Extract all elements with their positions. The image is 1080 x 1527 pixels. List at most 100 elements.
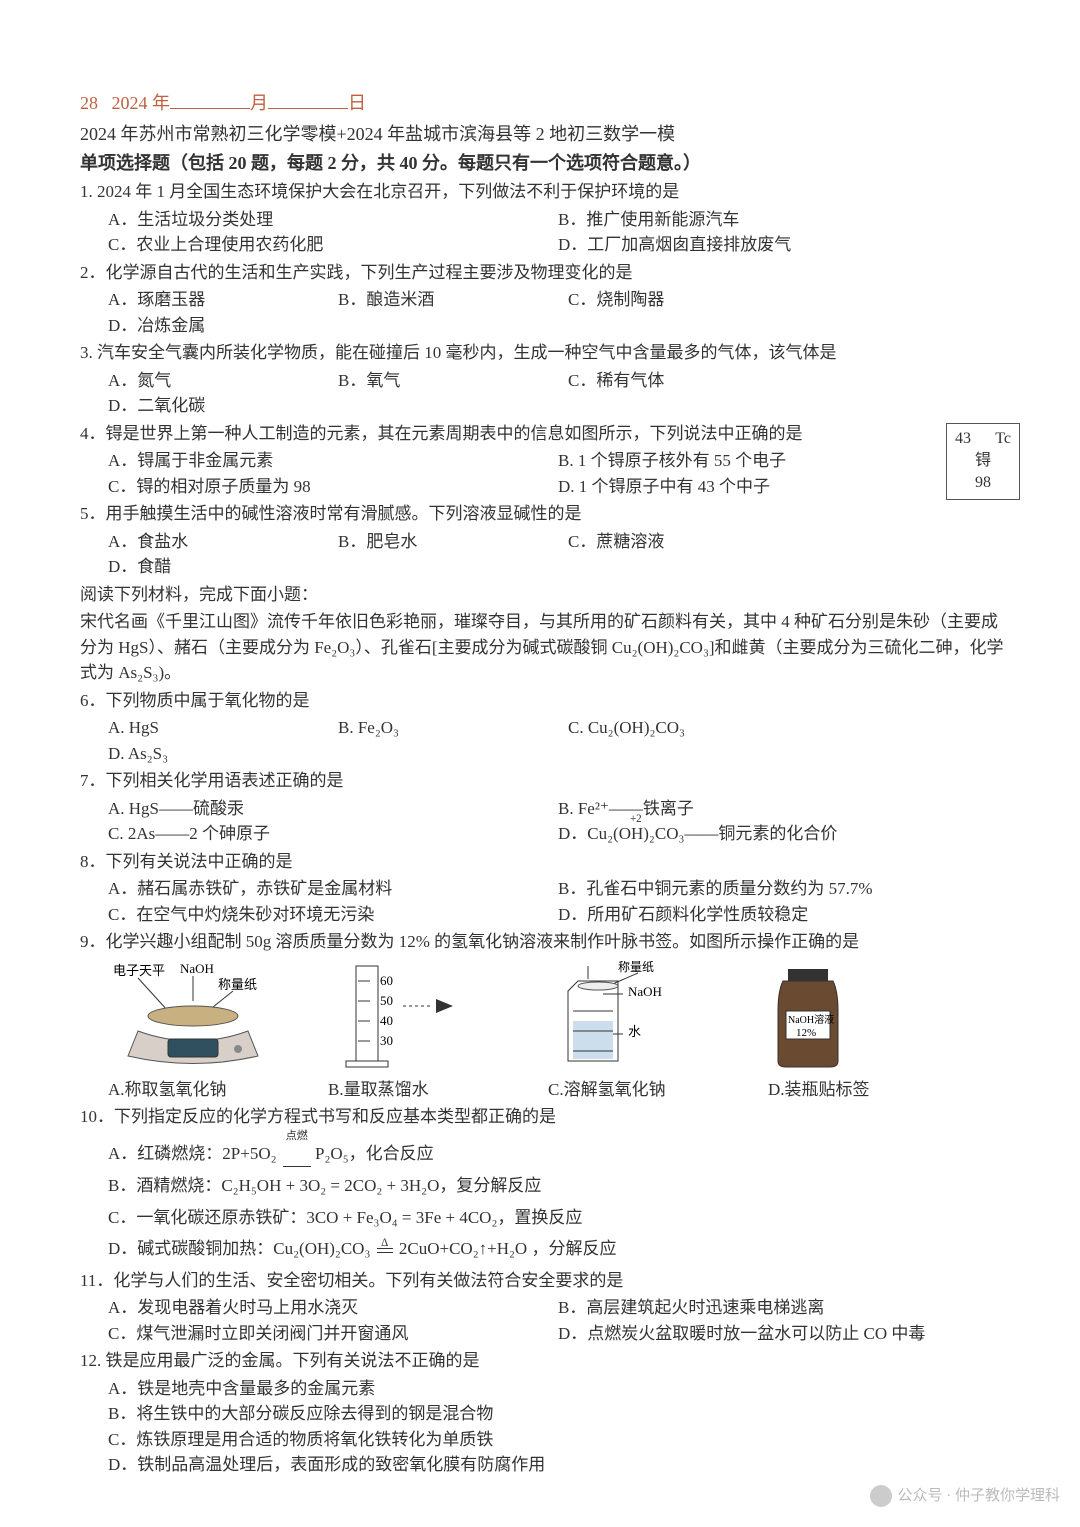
q6-A: A. HgS xyxy=(108,715,328,741)
q10-A-l: 2P+5O₂ xyxy=(222,1144,276,1163)
q10-stem: 10．下列指定反应的化学方程式书写和反应基本类型都正确的是 xyxy=(80,1104,1010,1130)
q8-A: A．赭石属赤铁矿，赤铁矿是金属材料 xyxy=(108,876,548,902)
q7-D-mark: +2 xyxy=(587,811,684,828)
q10-A-cond: 点燃 xyxy=(283,1128,311,1145)
exam-title: 2024 年苏州市常熟初三化学零模+2024 年盐城市滨海县等 2 地初三数学一… xyxy=(80,121,1010,148)
q7-options: A. HgS——硫酸汞 B. Fe²⁺——铁离子 C. 2As——2 个砷原子 … xyxy=(108,796,1010,847)
q8-D: D．所用矿石颜料化学性质较稳定 xyxy=(558,902,998,928)
q1-A: A．生活垃圾分类处理 xyxy=(108,207,548,233)
q5-B: B．肥皂水 xyxy=(338,529,558,555)
q7-D-post: ——铜元素的化合价 xyxy=(684,824,837,843)
q12-C: C．炼铁原理是用合适的物质将氧化铁转化为单质铁 xyxy=(108,1427,1010,1453)
q9-cap-D: D.装瓶贴标签 xyxy=(768,1077,948,1103)
q9-figures: 电子天平 称量纸 NaOH 60 50 40 30 称量纸 NaOH xyxy=(108,961,1010,1075)
fig-bottle: NaOH溶液 12% xyxy=(738,961,878,1075)
q4-B: B. 1 个锝原子核外有 55 个电子 xyxy=(558,448,998,474)
q2-A: A．琢磨玉器 xyxy=(108,287,328,313)
q9-cap-B: B.量取蒸馏水 xyxy=(328,1077,508,1103)
svg-text:30: 30 xyxy=(380,1033,393,1048)
q1-B: B．推广使用新能源汽车 xyxy=(558,207,998,233)
q11-B: B．高层建筑起火时迅速乘电梯逃离 xyxy=(558,1295,998,1321)
q8-C: C．在空气中灼烧朱砂对环境无污染 xyxy=(108,902,548,928)
q3-D: D．二氧化碳 xyxy=(108,393,328,419)
q3-A: A．氮气 xyxy=(108,368,328,394)
watermark-text: 公众号 · 仲子教你学理科 xyxy=(898,1485,1061,1508)
q5-C: C．蔗糖溶液 xyxy=(568,529,788,555)
q6-options: A. HgS B. Fe₂O₃ C. Cu₂(OH)₂CO₃ D. As₂S₃ xyxy=(108,715,1010,766)
q5-stem: 5．用手触摸生活中的碱性溶液时常有滑腻感。下列溶液显碱性的是 xyxy=(80,501,1010,527)
q12-stem: 12. 铁是应用最广泛的金属。下列有关说法不正确的是 xyxy=(80,1348,1010,1374)
page-num: 28 xyxy=(80,93,98,113)
q10-D-pre: D．碱式碳酸铜加热：Cu₂(OH)₂CO₃ xyxy=(108,1239,370,1258)
balance-naoh: NaOH xyxy=(180,961,214,976)
q12-A: A．铁是地壳中含量最多的金属元素 xyxy=(108,1376,1010,1402)
q4-D: D. 1 个锝原子中有 43 个中子 xyxy=(558,474,998,500)
q11-A: A．发现电器着火时马上用水浇灭 xyxy=(108,1295,548,1321)
q1-C: C．农业上合理使用农药化肥 xyxy=(108,232,548,258)
q1-stem: 1. 2024 年 1 月全国生态环境保护大会在北京召开，下列做法不利于保护环境… xyxy=(80,179,1010,205)
svg-text:12%: 12% xyxy=(796,1027,816,1039)
q10-D: D．碱式碳酸铜加热：Cu₂(OH)₂CO₃ Δ 2CuO+CO₂↑+H₂O ，分… xyxy=(108,1236,1010,1262)
q11-stem: 11．化学与人们的生活、安全密切相关。下列有关做法符合安全要求的是 xyxy=(80,1268,1010,1294)
q7-D: D．+2Cu₂(OH)₂CO₃——铜元素的化合价 xyxy=(558,821,998,847)
svg-text:40: 40 xyxy=(380,1013,393,1028)
q10-A-pre: A．红磷燃烧： xyxy=(108,1144,222,1163)
q7-C: C. 2As——2 个砷原子 xyxy=(108,821,548,847)
q11-options: A．发现电器着火时马上用水浇灭 B．高层建筑起火时迅速乘电梯逃离 C．煤气泄漏时… xyxy=(108,1295,1010,1346)
q5-A: A．食盐水 xyxy=(108,529,328,555)
q6-D: D. As₂S₃ xyxy=(108,741,328,767)
fig-cylinder: 60 50 40 30 xyxy=(318,961,488,1075)
q3-stem: 3. 汽车安全气囊内所装化学物质，能在碰撞后 10 毫秒内，生成一种空气中含量最… xyxy=(80,340,1010,366)
svg-text:60: 60 xyxy=(380,973,393,988)
date-header: 28 2024 年 月 日 xyxy=(80,90,1010,117)
q10-B: B．酒精燃烧：C₂H₅OH + 3O₂ = 2CO₂ + 3H₂O，复分解反应 xyxy=(108,1173,1010,1199)
q2-B: B．酿造米酒 xyxy=(338,287,558,313)
q4-stem: 4．锝是世界上第一种人工制造的元素，其在元素周期表中的信息如图所示，下列说法中正… xyxy=(80,421,1010,447)
q4-options: A．锝属于非金属元素 B. 1 个锝原子核外有 55 个电子 C．锝的相对原子质… xyxy=(108,448,1010,499)
q2-stem: 2．化学源自古代的生活和生产实践，下列生产过程主要涉及物理变化的是 xyxy=(80,260,1010,286)
q10-D-r: 2CuO+CO₂↑+H₂O ，分解反应 xyxy=(399,1239,617,1258)
q12-B: B．将生铁中的大部分碳反应除去得到的钢是混合物 xyxy=(108,1401,1010,1427)
q11-C: C．煤气泄漏时立即关闭阀门并开窗通风 xyxy=(108,1321,548,1347)
element-tile: 43 Tc 锝 98 xyxy=(946,423,1020,500)
q12-D: D．铁制品高温处理后，表面形成的致密氧化膜有防腐作用 xyxy=(108,1452,1010,1478)
q10-D-cond: Δ xyxy=(377,1235,393,1252)
q8-stem: 8．下列有关说法中正确的是 xyxy=(80,849,1010,875)
q2-C: C．烧制陶器 xyxy=(568,287,788,313)
q4-C: C．锝的相对原子质量为 98 xyxy=(108,474,548,500)
tile-num: 43 xyxy=(955,428,971,450)
passage-intro: 阅读下列材料，完成下面小题： xyxy=(80,582,1010,608)
q10-A: A．红磷燃烧：2P+5O₂ 点燃 == == P₂O₅，化合反应 xyxy=(108,1136,1010,1168)
q3-options: A．氮气 B．氧气 C．稀有气体 D．二氧化碳 xyxy=(108,368,1010,419)
tile-name: 锝 xyxy=(955,450,1011,472)
q6-stem: 6．下列物质中属于氧化物的是 xyxy=(80,688,1010,714)
q10-A-r: P₂O₅，化合反应 xyxy=(315,1144,434,1163)
q1-D: D．工厂加高烟囱直接排放废气 xyxy=(558,232,998,258)
q7-stem: 7．下列相关化学用语表述正确的是 xyxy=(80,768,1010,794)
year: 2024 年 xyxy=(112,93,171,113)
q1-options: A．生活垃圾分类处理 B．推广使用新能源汽车 C．农业上合理使用农药化肥 D．工… xyxy=(108,207,1010,258)
tile-sym: Tc xyxy=(995,428,1011,450)
month-label: 月 xyxy=(250,93,268,113)
svg-text:水: 水 xyxy=(628,1024,641,1039)
q6-C: C. Cu₂(OH)₂CO₃ xyxy=(568,715,788,741)
fig-balance: 电子天平 称量纸 NaOH xyxy=(108,961,278,1075)
svg-text:称量纸: 称量纸 xyxy=(618,961,654,974)
q9-cap-A: A.称取氢氧化钠 xyxy=(108,1077,288,1103)
balance-label-right: 称量纸 xyxy=(218,977,257,992)
q2-D: D．冶炼金属 xyxy=(108,313,328,339)
q6-B: B. Fe₂O₃ xyxy=(338,715,558,741)
q10-options: A．红磷燃烧：2P+5O₂ 点燃 == == P₂O₅，化合反应 B．酒精燃烧：… xyxy=(108,1136,1010,1262)
balance-label-left: 电子天平 xyxy=(113,963,165,978)
svg-text:NaOH: NaOH xyxy=(628,984,662,999)
q2-options: A．琢磨玉器 B．酿造米酒 C．烧制陶器 D．冶炼金属 xyxy=(108,287,1010,338)
q3-B: B．氧气 xyxy=(338,368,558,394)
q4-A: A．锝属于非金属元素 xyxy=(108,448,548,474)
passage-body: 宋代名画《千里江山图》流传千年依旧色彩艳丽，璀璨夺目，与其所用的矿石颜料有关，其… xyxy=(80,609,1010,686)
tile-mass: 98 xyxy=(955,472,1011,494)
section-title: 单项选择题（包括 20 题，每题 2 分，共 40 分。每题只有一个选项符合题意… xyxy=(80,150,1010,177)
wechat-icon xyxy=(870,1485,892,1507)
svg-text:50: 50 xyxy=(380,993,393,1008)
q9-stem: 9．化学兴趣小组配制 50g 溶质质量分数为 12% 的氢氧化钠溶液来制作叶脉书… xyxy=(80,929,1010,955)
day-label: 日 xyxy=(348,93,366,113)
